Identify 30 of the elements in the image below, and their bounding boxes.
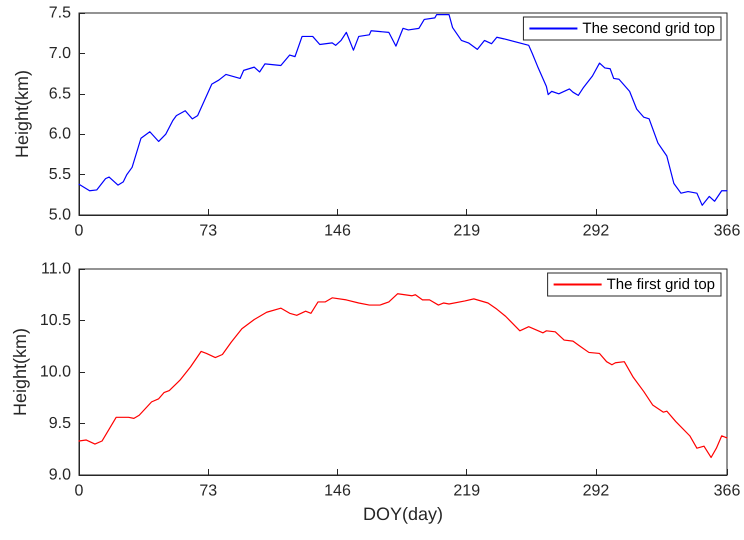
y-tick-label: 10.0: [40, 364, 72, 380]
y-tick-label: 9.0: [48, 466, 72, 484]
x-tick-label: 292: [582, 482, 610, 500]
y-tick-label: 6.0: [48, 126, 72, 143]
line-series: [78, 14, 728, 206]
x-tick-label: 0: [74, 222, 84, 240]
x-tick-label: 0: [74, 482, 84, 500]
y-tick-label: 9.5: [48, 415, 72, 432]
x-tick-label: 366: [714, 482, 740, 500]
x-tick-label: 219: [453, 482, 480, 500]
y-tick-label: 5.0: [48, 206, 72, 224]
y-tick-label: 5.5: [48, 166, 72, 184]
y-axis-title: Height(km): [10, 328, 30, 416]
y-tick-label: 11.0: [41, 260, 72, 278]
y-tick-label: 7.0: [48, 44, 72, 62]
y-tick-label: 10.5: [40, 312, 72, 329]
x-tick-label: 219: [453, 222, 480, 240]
x-tick-label: 146: [324, 482, 351, 500]
x-tick-label: 73: [199, 222, 218, 240]
y-axis-title: Height(km): [12, 70, 32, 158]
legend-label: The second grid top: [582, 20, 716, 37]
y-tick-label: 7.5: [48, 4, 72, 22]
legend-label: The first grid top: [606, 276, 716, 293]
line-series: [78, 293, 728, 458]
x-tick-label: 366: [714, 222, 740, 240]
x-tick-label: 292: [582, 222, 610, 240]
y-tick-label: 6.5: [48, 85, 72, 102]
x-tick-label: 73: [199, 482, 218, 500]
x-axis-title: DOY(day): [362, 504, 444, 524]
x-tick-label: 146: [324, 222, 351, 240]
